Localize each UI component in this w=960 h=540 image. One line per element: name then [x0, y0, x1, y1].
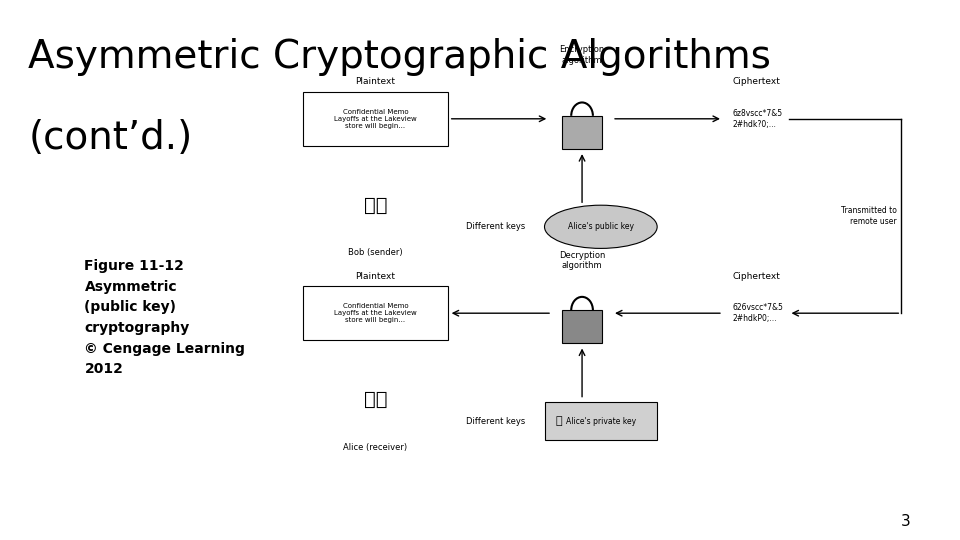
Text: Alice's private key: Alice's private key	[565, 417, 636, 426]
Text: 🔑: 🔑	[555, 416, 562, 426]
Text: Encryption
algorithm: Encryption algorithm	[560, 45, 605, 65]
FancyBboxPatch shape	[302, 286, 448, 340]
Text: 626vscc*7&5
2#hdkP0;...: 626vscc*7&5 2#hdkP0;...	[732, 303, 783, 323]
Text: 👤💻: 👤💻	[364, 195, 387, 215]
Text: Plaintext: Plaintext	[355, 77, 396, 86]
Text: Figure 11-12
Asymmetric
(public key)
cryptography
© Cengage Learning
2012: Figure 11-12 Asymmetric (public key) cry…	[84, 259, 246, 376]
Text: 👤💻: 👤💻	[364, 390, 387, 409]
Text: Transmitted to
remote user: Transmitted to remote user	[841, 206, 897, 226]
Text: Plaintext: Plaintext	[355, 272, 396, 281]
Text: Decryption
algorithm: Decryption algorithm	[559, 251, 605, 270]
Text: Asymmetric Cryptographic Algorithms: Asymmetric Cryptographic Algorithms	[28, 38, 771, 76]
Text: Ciphertext: Ciphertext	[732, 77, 780, 86]
Text: Different keys: Different keys	[467, 222, 526, 231]
Text: 3: 3	[900, 514, 911, 529]
Text: Ciphertext: Ciphertext	[732, 272, 780, 281]
Text: Confidential Memo
Layoffs at the Lakeview
store will begin...: Confidential Memo Layoffs at the Lakevie…	[334, 303, 417, 323]
Text: 6z8vscc*7&5
2#hdk?0;...: 6z8vscc*7&5 2#hdk?0;...	[732, 109, 782, 129]
Ellipse shape	[544, 205, 658, 248]
FancyBboxPatch shape	[563, 116, 602, 148]
FancyBboxPatch shape	[544, 402, 658, 440]
FancyBboxPatch shape	[302, 92, 448, 146]
Text: Confidential Memo
Layoffs at the Lakeview
store will begin...: Confidential Memo Layoffs at the Lakevie…	[334, 109, 417, 129]
Text: Different keys: Different keys	[467, 417, 526, 426]
FancyBboxPatch shape	[563, 310, 602, 343]
Text: (cont’d.): (cont’d.)	[28, 119, 192, 157]
Text: Bob (sender): Bob (sender)	[348, 248, 403, 258]
Text: Alice's public key: Alice's public key	[567, 222, 634, 231]
Text: Alice (receiver): Alice (receiver)	[344, 443, 408, 452]
